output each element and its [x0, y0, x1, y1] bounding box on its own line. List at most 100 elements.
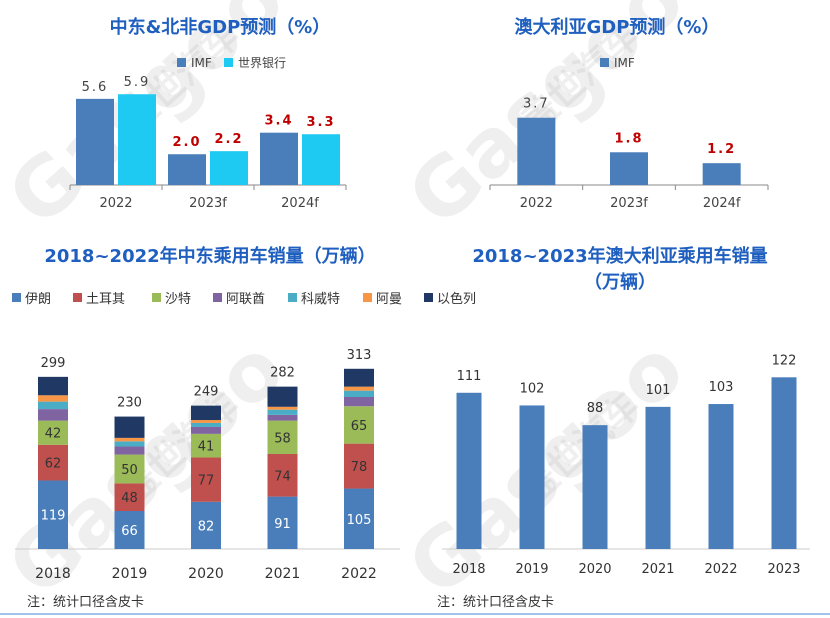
- tick-label: 2023f: [189, 196, 227, 211]
- tick-label: 2021: [265, 566, 301, 582]
- legend-kuwait-label: 科威特: [301, 292, 340, 307]
- data-label: 3.3: [306, 115, 335, 130]
- tick-label: 2020: [578, 562, 611, 577]
- bar-israel-2019: [114, 416, 145, 438]
- bar-iran-2019: [114, 511, 145, 549]
- bar-saudi-2018: [38, 420, 68, 445]
- tick-label: 2022: [520, 196, 553, 211]
- bar-uae-2019: [114, 446, 145, 455]
- bar-iran-2018: [38, 480, 68, 549]
- legend-worldbank-label: 世界银行: [238, 56, 286, 70]
- tick-label: 2023: [767, 562, 800, 577]
- tick-label: 2022: [99, 196, 132, 211]
- bar-imf-2022: [76, 98, 114, 185]
- au-gdp-legend: IMF: [600, 56, 635, 70]
- data-label: 103: [709, 380, 734, 395]
- data-label: 3.7: [523, 97, 550, 112]
- total-label: 230: [117, 396, 142, 411]
- au-sales-title-line1: 2018~2023年澳大利亚乘用车销量: [472, 245, 767, 267]
- bar-uae-2020: [191, 426, 221, 434]
- bar-oman-2021: [267, 406, 298, 410]
- bar-turkey-2020: [191, 457, 221, 502]
- data-label: 122: [772, 353, 797, 368]
- tick-label: 2018: [452, 562, 485, 577]
- legend-iran-label: 伊朗: [25, 292, 51, 307]
- mena-gdp-title: 中东&北非GDP预测（%）: [110, 16, 331, 38]
- tick-label: 2021: [641, 562, 674, 577]
- bar-saudi-2021: [267, 420, 298, 454]
- legend-turkey-swatch: [73, 293, 82, 302]
- bar-oman-2018: [38, 395, 68, 402]
- tick-label: 2023f: [610, 196, 648, 211]
- legend-worldbank-swatch: [224, 58, 233, 67]
- mena-gdp-legend: IMF 世界银行: [177, 56, 286, 70]
- data-label: 91: [274, 517, 291, 532]
- data-label: 41: [198, 440, 215, 455]
- bar-2020: [582, 425, 608, 549]
- legend-imf-label: IMF: [614, 56, 635, 70]
- total-label: 299: [41, 356, 66, 371]
- bar-israel-2022: [344, 368, 374, 387]
- legend-oman-label: 阿曼: [376, 292, 402, 307]
- bar-imf-2023f: [610, 152, 648, 185]
- legend-iran-swatch: [12, 293, 21, 302]
- data-label: 5.6: [82, 80, 109, 95]
- bar-worldbank-2022: [118, 94, 156, 185]
- bar-oman-2022: [344, 386, 374, 391]
- legend-imf-label: IMF: [191, 56, 212, 70]
- tick-label: 2019: [112, 566, 148, 582]
- bar-israel-2020: [191, 405, 221, 421]
- data-label: 50: [121, 463, 138, 478]
- me-sales-title: 2018~2022年中东乘用车销量（万辆）: [44, 245, 375, 267]
- bar-kuwait-2019: [114, 441, 145, 447]
- au-sales-title-line2: （万辆）: [584, 271, 656, 293]
- note-left: 注：统计口径含皮卡: [27, 594, 144, 610]
- bar-2022: [708, 404, 734, 549]
- au-gdp-title: 澳大利亚GDP预测（%）: [515, 16, 720, 38]
- tick-label: 2024f: [703, 196, 741, 211]
- legend-uae-label: 阿联酋: [226, 291, 265, 307]
- data-label: 1.8: [614, 131, 643, 146]
- data-label: 102: [520, 381, 545, 396]
- data-label: 101: [646, 383, 671, 398]
- total-label: 313: [347, 348, 372, 363]
- legend-imf-swatch: [600, 58, 609, 67]
- data-label: 66: [121, 524, 138, 539]
- data-label: 82: [198, 519, 215, 534]
- bar-worldbank-2024f: [302, 134, 340, 185]
- legend-oman-swatch: [363, 293, 372, 302]
- bar-iran-2020: [191, 501, 221, 549]
- bar-kuwait-2021: [267, 409, 298, 415]
- data-label: 2.2: [214, 132, 243, 147]
- bar-2023: [771, 377, 797, 549]
- bar-uae-2021: [267, 414, 298, 421]
- bar-kuwait-2020: [191, 422, 221, 427]
- bar-oman-2020: [191, 420, 221, 423]
- data-label: 65: [351, 419, 368, 434]
- legend-saudi-swatch: [152, 293, 161, 302]
- bar-iran-2021: [267, 496, 298, 549]
- data-label: 74: [274, 469, 291, 484]
- bar-2018: [456, 392, 482, 549]
- legend-uae-swatch: [213, 293, 222, 302]
- bar-uae-2018: [38, 409, 68, 421]
- legend-kuwait-swatch: [288, 293, 297, 302]
- bar-turkey-2021: [267, 454, 298, 497]
- bar-kuwait-2022: [344, 390, 374, 397]
- bar-imf-2023f: [168, 154, 206, 185]
- bar-uae-2022: [344, 397, 374, 407]
- data-label: 5.9: [124, 75, 151, 90]
- bar-turkey-2018: [38, 444, 68, 481]
- bar-turkey-2022: [344, 443, 374, 489]
- bar-2019: [519, 405, 545, 549]
- bar-kuwait-2018: [38, 401, 68, 410]
- data-label: 119: [41, 509, 66, 524]
- bar-israel-2018: [38, 376, 68, 396]
- data-label: 42: [45, 427, 62, 442]
- tick-label: 2024f: [281, 196, 319, 211]
- bar-saudi-2022: [344, 406, 374, 444]
- legend-israel-swatch: [424, 293, 433, 302]
- tick-label: 2022: [341, 566, 377, 582]
- data-label: 58: [274, 431, 291, 446]
